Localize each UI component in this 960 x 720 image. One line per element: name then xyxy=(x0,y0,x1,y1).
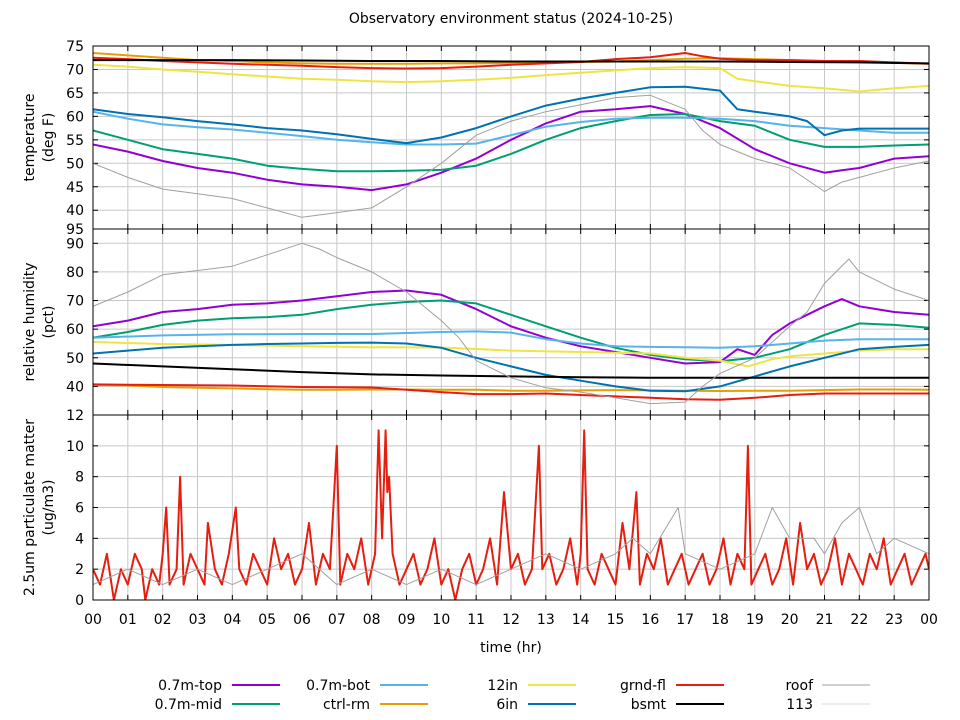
x-tick-label: 00 xyxy=(84,612,102,628)
panel-particulate: 0 2 4 6 8 10 12 2.5um particulate matter (ug/m3) xyxy=(22,408,930,609)
x-tick-label: 20 xyxy=(781,612,799,628)
y-tick-label: 90 xyxy=(66,236,84,252)
y-tick-label: 45 xyxy=(66,180,84,196)
series-line-temperature-grnd-fl xyxy=(93,52,929,70)
y-tick-label: 80 xyxy=(66,265,84,281)
series-line-temperature-0.7m-bot xyxy=(93,110,929,146)
series-line-particulate-grnd-fl xyxy=(93,429,929,600)
legend: 0.7m-top 0.7m-mid 0.7m-bot ctrl-rm 12in 6in gr… xyxy=(155,678,870,713)
series-line-humidity-6in xyxy=(93,341,929,393)
x-axis-label: time (hr) xyxy=(480,640,542,656)
legend-label-12in: 12in xyxy=(487,678,518,694)
series-line-humidity-ctrl-rm xyxy=(93,384,929,392)
y-axis-label: (deg F) xyxy=(41,113,57,163)
x-tick-label: 19 xyxy=(746,612,764,628)
x-tick-label: 22 xyxy=(850,612,868,628)
y-tick-label: 4 xyxy=(75,531,84,547)
series-line-particulate-roof xyxy=(93,507,929,586)
legend-label-ctrl-rm: ctrl-rm xyxy=(323,697,370,713)
series-line-temperature-bsmt xyxy=(93,59,929,65)
legend-label-0.7m-bot: 0.7m-bot xyxy=(306,678,370,694)
legend-label-113: 113 xyxy=(786,697,813,713)
series-line-humidity-0.7m-bot xyxy=(93,330,929,349)
y-tick-label: 40 xyxy=(66,203,84,219)
y-tick-label: 70 xyxy=(66,294,84,310)
x-tick-label: 03 xyxy=(189,612,207,628)
series-group xyxy=(93,242,929,405)
x-tick-label: 00 xyxy=(920,612,938,628)
series-line-temperature-0.7m-mid xyxy=(93,113,929,173)
y-tick-label: 50 xyxy=(66,156,84,172)
y-tick-label: 60 xyxy=(66,322,84,338)
y-tick-label: 50 xyxy=(66,351,84,367)
x-tick-labels: 00 01 02 03 04 05 06 07 08 09 10 11 12 13 14 15 16 17 18 19… xyxy=(84,612,938,628)
x-tick-label: 23 xyxy=(885,612,903,628)
x-tick-label: 09 xyxy=(398,612,416,628)
series-line-humidity-roof xyxy=(93,242,929,405)
x-tick-label: 15 xyxy=(607,612,625,628)
y-tick-label: 95 xyxy=(66,222,84,238)
series-line-temperature-roof xyxy=(93,94,929,218)
x-tick-label: 07 xyxy=(328,612,346,628)
y-tick-label: 75 xyxy=(66,39,84,55)
y-tick-label: 10 xyxy=(66,439,84,455)
x-tick-label: 02 xyxy=(154,612,172,628)
x-tick-label: 11 xyxy=(467,612,485,628)
series-line-humidity-0.7m-top xyxy=(93,289,929,365)
legend-label-roof: roof xyxy=(785,678,814,694)
series-line-humidity-bsmt xyxy=(93,362,929,379)
y-tick-label: 6 xyxy=(75,501,84,517)
chart-title: Observatory environment status (2024-10-… xyxy=(349,11,673,27)
legend-label-0.7m-top: 0.7m-top xyxy=(158,678,222,694)
x-tick-label: 06 xyxy=(293,612,311,628)
x-tick-label: 13 xyxy=(537,612,555,628)
series-line-humidity-0.7m-mid xyxy=(93,299,929,363)
legend-label-bsmt: bsmt xyxy=(631,697,667,713)
y-tick-label: 2 xyxy=(75,562,84,578)
x-tick-label: 21 xyxy=(816,612,834,628)
x-tick-label: 17 xyxy=(676,612,694,628)
series-group xyxy=(93,429,929,600)
series-line-humidity-grnd-fl xyxy=(93,383,929,401)
x-tick-label: 12 xyxy=(502,612,520,628)
y-tick-label: 12 xyxy=(66,408,84,424)
series-line-temperature-12in xyxy=(93,63,929,93)
y-tick-label: 40 xyxy=(66,379,84,395)
y-axis-label: relative humidity xyxy=(22,262,38,381)
x-tick-label: 05 xyxy=(258,612,276,628)
y-tick-label: 65 xyxy=(66,86,84,102)
y-tick-label: 60 xyxy=(66,109,84,125)
y-axis-label: temperature xyxy=(22,94,38,182)
legend-label-6in: 6in xyxy=(496,697,518,713)
y-axis-label: 2.5um particulate matter xyxy=(22,419,38,596)
y-axis-label: (ug/m3) xyxy=(41,480,57,536)
x-tick-label: 08 xyxy=(363,612,381,628)
panel-temperature: 40 45 50 55 60 65 70 75 temperature (deg F) xyxy=(22,39,930,230)
x-tick-label: 04 xyxy=(223,612,241,628)
series-line-humidity-12in xyxy=(93,341,929,368)
y-axis-label: (pct) xyxy=(41,306,57,339)
series-line-temperature-6in xyxy=(93,85,929,145)
y-tick-label: 55 xyxy=(66,133,84,149)
y-tick-label: 0 xyxy=(75,593,84,609)
legend-label-grnd-fl: grnd-fl xyxy=(620,678,666,694)
x-tick-label: 01 xyxy=(119,612,137,628)
x-tick-label: 10 xyxy=(432,612,450,628)
x-tick-label: 14 xyxy=(572,612,590,628)
series-group xyxy=(93,52,929,218)
x-tick-label: 16 xyxy=(641,612,659,628)
legend-label-0.7m-mid: 0.7m-mid xyxy=(155,697,222,713)
plot-frame xyxy=(92,414,930,601)
y-tick-label: 8 xyxy=(75,470,84,486)
y-tick-label: 70 xyxy=(66,62,84,78)
x-tick-label: 18 xyxy=(711,612,729,628)
